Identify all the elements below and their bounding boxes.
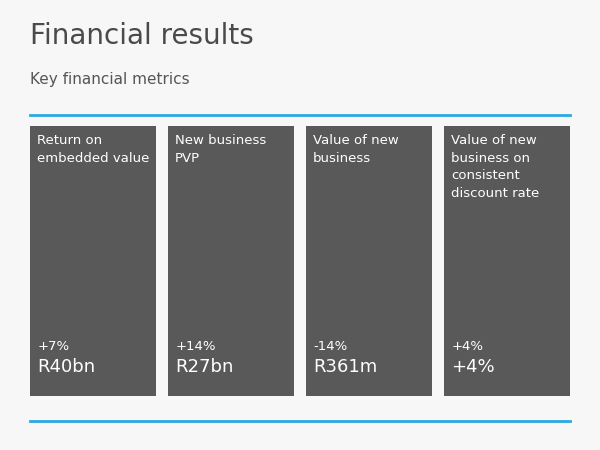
Text: -14%: -14% — [313, 340, 347, 353]
Text: +14%: +14% — [175, 340, 216, 353]
Text: +4%: +4% — [451, 340, 483, 353]
Bar — [444, 126, 570, 396]
Text: R40bn: R40bn — [37, 358, 95, 376]
Text: Value of new
business: Value of new business — [313, 134, 399, 165]
Text: +7%: +7% — [37, 340, 70, 353]
Text: R361m: R361m — [313, 358, 377, 376]
Text: Financial results: Financial results — [30, 22, 254, 50]
Bar — [306, 126, 432, 396]
Text: New business
PVP: New business PVP — [175, 134, 266, 165]
Bar — [168, 126, 294, 396]
Text: Value of new
business on
consistent
discount rate: Value of new business on consistent disc… — [451, 134, 539, 200]
Text: +4%: +4% — [451, 358, 495, 376]
Text: Key financial metrics: Key financial metrics — [30, 72, 190, 87]
Text: Return on
embedded value: Return on embedded value — [37, 134, 149, 165]
Bar — [30, 126, 156, 396]
Text: R27bn: R27bn — [175, 358, 233, 376]
